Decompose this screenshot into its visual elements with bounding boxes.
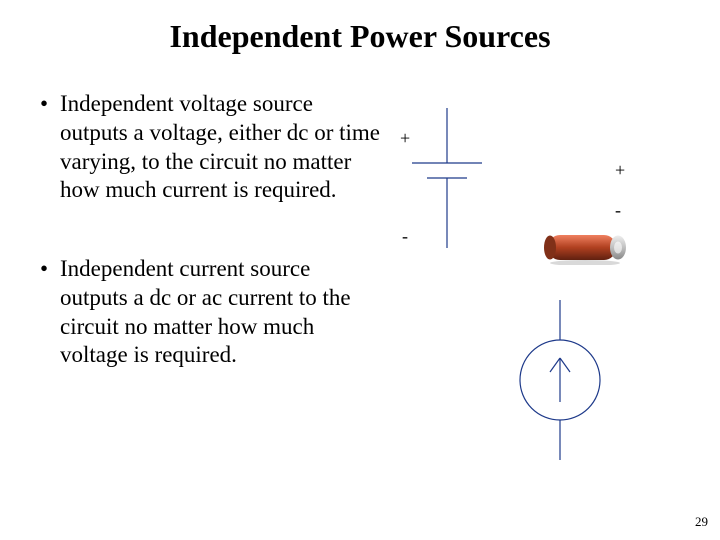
bullet-item: • Independent current source outputs a d… bbox=[40, 255, 380, 370]
bullet-text: Independent current source outputs a dc … bbox=[60, 255, 380, 370]
page-number: 29 bbox=[695, 514, 708, 530]
bullet-item: • Independent voltage source outputs a v… bbox=[40, 90, 380, 205]
diagram-area: + - + - bbox=[390, 90, 700, 510]
voltage-minus-label: - bbox=[402, 226, 408, 247]
content-area: • Independent voltage source outputs a v… bbox=[40, 90, 380, 420]
battery-icon bbox=[540, 230, 630, 265]
bullet-marker: • bbox=[40, 255, 60, 370]
page-title: Independent Power Sources bbox=[0, 0, 720, 55]
voltage-source-symbol: + - bbox=[402, 108, 492, 263]
bullet-text: Independent voltage source outputs a vol… bbox=[60, 90, 380, 205]
battery-plus-label: + bbox=[615, 160, 625, 181]
bullet-marker: • bbox=[40, 90, 60, 205]
voltage-plus-label: + bbox=[400, 128, 410, 149]
current-source-symbol bbox=[500, 300, 620, 465]
battery-minus-label: - bbox=[615, 200, 621, 221]
